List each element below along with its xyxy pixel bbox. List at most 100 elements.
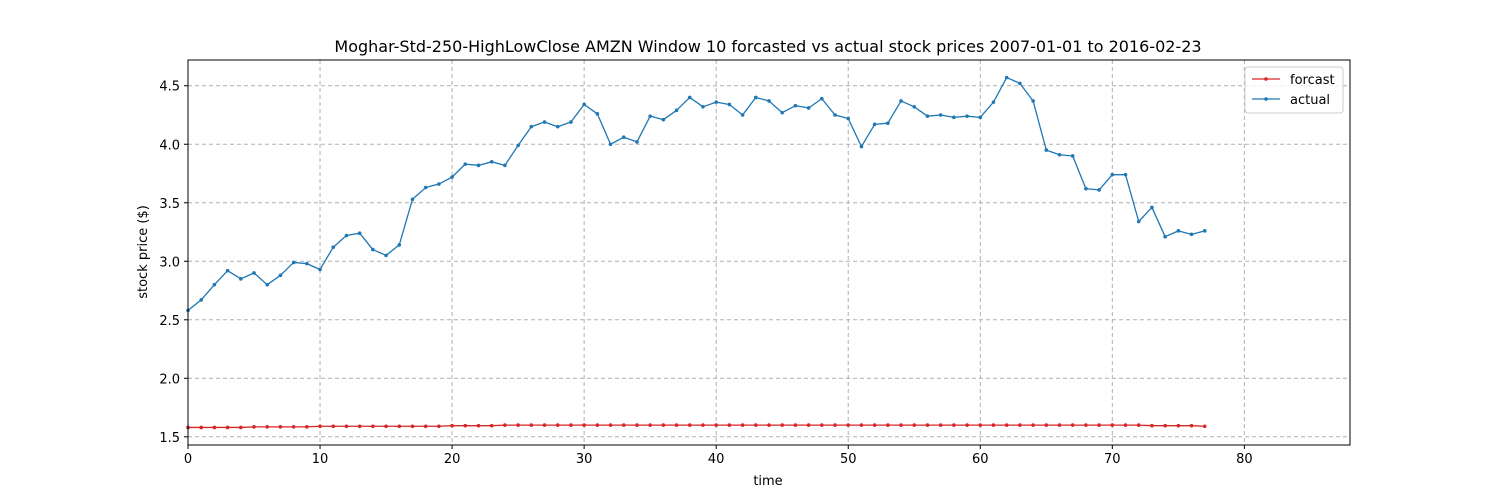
data-point-actual	[701, 105, 705, 109]
data-point-forcast	[780, 423, 785, 427]
data-point-actual	[846, 116, 851, 121]
data-point-forcast	[555, 423, 560, 427]
data-point-actual	[476, 163, 481, 168]
data-point-forcast	[489, 423, 494, 428]
data-point-actual	[952, 115, 956, 120]
data-point-forcast	[225, 425, 230, 430]
data-point-forcast	[1031, 423, 1035, 427]
data-point-forcast	[397, 424, 402, 429]
data-point-actual	[1202, 229, 1207, 233]
x-tick-label: 10	[312, 452, 329, 467]
data-point-actual	[450, 175, 454, 179]
data-point-forcast	[1202, 424, 1207, 429]
data-point-actual	[397, 243, 402, 247]
data-point-actual	[225, 268, 230, 273]
grid	[187, 60, 1350, 445]
data-point-actual	[1189, 232, 1194, 237]
data-point-actual	[793, 103, 798, 108]
data-point-actual	[1031, 99, 1035, 103]
legend-marker	[1264, 77, 1268, 81]
data-point-actual	[199, 298, 204, 302]
data-point-actual	[938, 113, 943, 117]
data-point-actual	[384, 253, 388, 258]
data-point-actual	[687, 95, 692, 100]
data-point-actual	[371, 247, 375, 252]
data-point-forcast	[463, 423, 468, 428]
data-point-forcast	[753, 423, 758, 427]
data-point-forcast	[516, 423, 520, 427]
legend-label: actual	[1290, 93, 1330, 108]
data-point-actual	[463, 162, 468, 166]
legend-item-actual: actual	[1252, 93, 1330, 108]
y-tick-label: 4.5	[159, 80, 180, 95]
data-point-actual	[753, 95, 758, 100]
data-point-forcast	[1004, 423, 1009, 427]
data-point-actual	[305, 261, 309, 266]
data-point-forcast	[608, 423, 613, 427]
y-tick-label: 2.5	[159, 314, 180, 329]
x-tick-label: 0	[184, 452, 192, 467]
data-point-forcast	[687, 423, 692, 427]
data-point-forcast	[278, 425, 283, 429]
data-point-forcast	[595, 423, 600, 427]
data-point-actual	[1123, 172, 1128, 177]
data-point-actual	[965, 114, 969, 118]
plot-series	[186, 75, 1207, 430]
data-point-forcast	[582, 423, 586, 427]
data-point-actual	[1057, 152, 1062, 157]
data-point-forcast	[648, 423, 652, 427]
data-point-actual	[555, 124, 560, 129]
data-point-actual	[806, 106, 811, 110]
data-point-actual	[291, 260, 296, 265]
data-point-forcast	[437, 424, 441, 429]
x-axis: 0 10 20 30 40 50 60 70 80	[184, 445, 1253, 467]
data-point-actual	[331, 245, 336, 250]
chart-title: Moghar-Std-250-HighLowClose AMZN Window …	[334, 37, 1201, 56]
x-tick-label: 60	[972, 452, 989, 467]
data-point-actual	[239, 277, 243, 281]
data-point-forcast	[806, 423, 811, 427]
data-point-forcast	[899, 423, 903, 427]
x-tick-label: 80	[1236, 452, 1253, 467]
data-point-forcast	[740, 423, 745, 427]
data-point-forcast	[305, 425, 309, 429]
x-tick-label: 20	[444, 452, 461, 467]
series-line-forcast	[188, 424, 1205, 429]
data-point-forcast	[1084, 423, 1088, 427]
data-point-forcast	[357, 424, 362, 429]
data-point-forcast	[833, 423, 837, 427]
y-tick-label: 1.5	[159, 431, 180, 446]
data-point-actual	[582, 102, 586, 107]
data-point-actual	[872, 122, 877, 127]
data-point-actual	[489, 160, 494, 164]
data-point-actual	[648, 114, 652, 118]
data-point-forcast	[1057, 423, 1062, 427]
data-point-actual	[886, 121, 890, 125]
data-point-forcast	[925, 423, 930, 427]
x-tick-label: 50	[840, 452, 857, 467]
x-tick-label: 70	[1104, 452, 1121, 467]
data-point-actual	[1044, 148, 1049, 152]
data-point-actual	[635, 140, 639, 144]
data-point-forcast	[1189, 423, 1194, 428]
data-point-forcast	[371, 424, 375, 429]
data-point-actual	[529, 124, 534, 129]
data-point-actual	[1018, 81, 1022, 86]
data-point-forcast	[344, 424, 349, 429]
data-point-actual	[542, 120, 547, 124]
data-point-forcast	[212, 425, 217, 430]
data-point-actual	[437, 182, 441, 186]
data-point-actual	[516, 143, 520, 148]
data-point-actual	[1163, 234, 1167, 239]
y-tick-label: 2.0	[159, 372, 180, 387]
y-tick-label: 4.0	[159, 138, 180, 153]
data-point-forcast	[701, 423, 705, 427]
data-point-forcast	[1136, 423, 1141, 427]
series-forcast	[186, 423, 1207, 430]
data-point-actual	[503, 163, 507, 168]
data-point-forcast	[239, 425, 243, 430]
data-point-forcast	[1176, 423, 1181, 428]
data-point-actual	[1176, 229, 1181, 233]
data-point-forcast	[384, 424, 388, 429]
